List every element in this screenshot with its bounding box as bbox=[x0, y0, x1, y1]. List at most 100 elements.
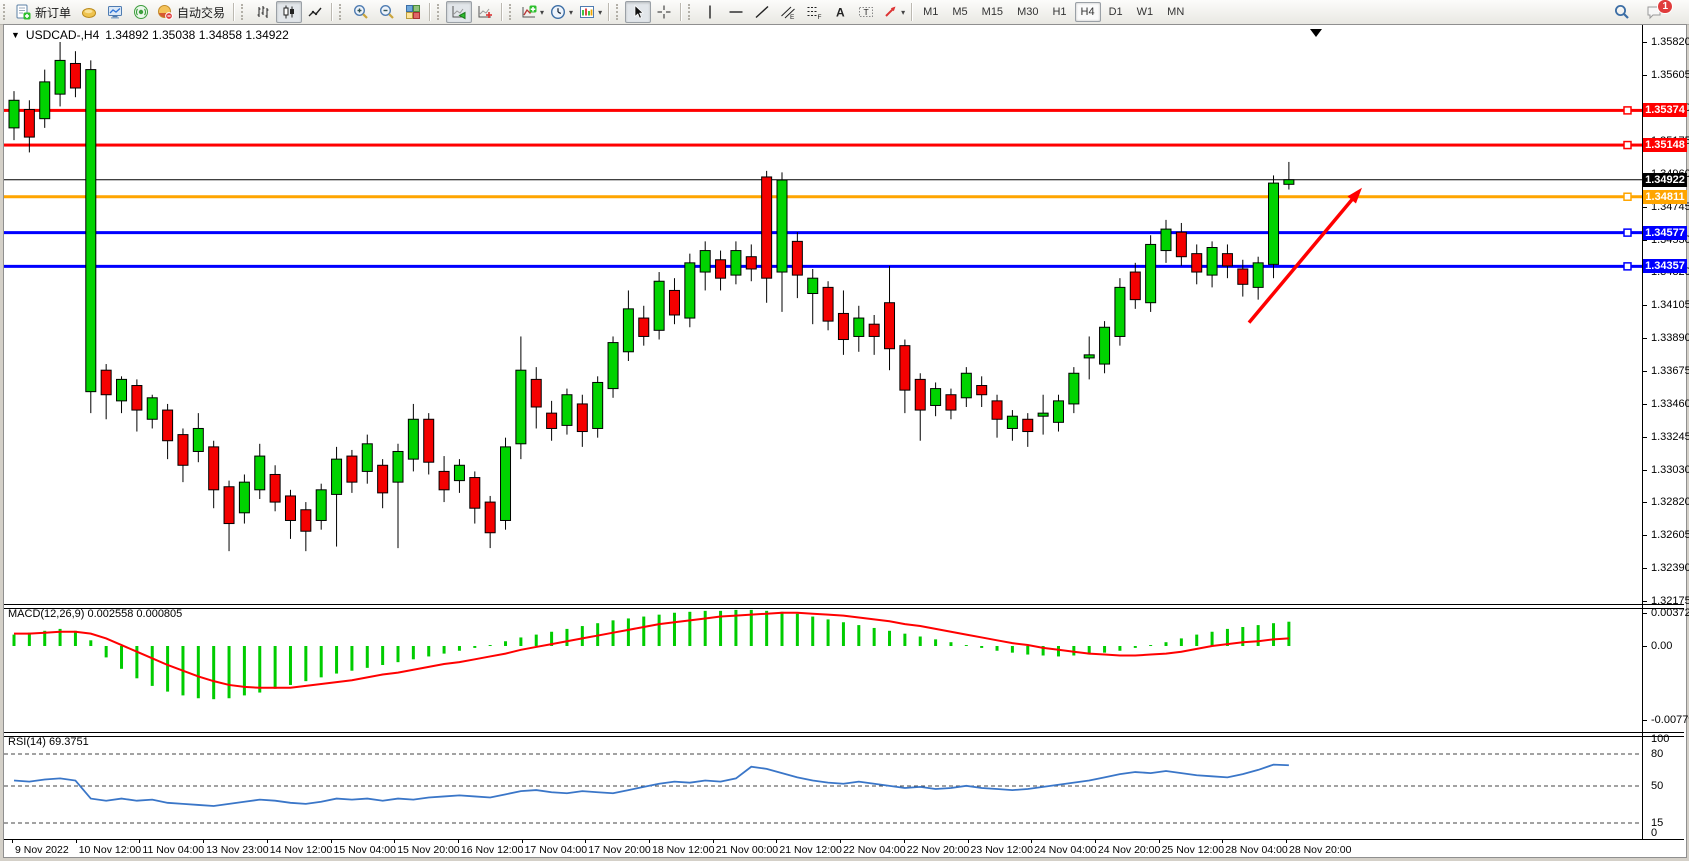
signals-button[interactable] bbox=[128, 1, 154, 23]
indicators-button[interactable]: ▾ bbox=[518, 1, 547, 23]
search-button[interactable] bbox=[1609, 1, 1635, 23]
candle bbox=[453, 459, 465, 493]
toolbar-grip[interactable] bbox=[688, 4, 693, 20]
hline-object-1.34811[interactable] bbox=[4, 195, 1642, 199]
hline-object-1.34357[interactable] bbox=[4, 264, 1642, 268]
chart-shift-marker-icon[interactable] bbox=[1310, 29, 1322, 37]
price-chart-pane[interactable]: ▼ USDCAD-,H4 1.34892 1.35038 1.34858 1.3… bbox=[4, 25, 1684, 604]
time-tick bbox=[903, 840, 905, 843]
price-tick bbox=[1642, 239, 1647, 241]
chevron-down-icon[interactable]: ▼ bbox=[11, 30, 20, 40]
new-order-button[interactable]: 新订单 bbox=[12, 1, 76, 23]
periods-button[interactable]: ▾ bbox=[547, 1, 576, 23]
terminal-button[interactable] bbox=[102, 1, 128, 23]
hline-handle[interactable] bbox=[1623, 192, 1632, 201]
rsi-indicator-pane[interactable]: RSI(14) 69.3751 bbox=[4, 735, 1684, 839]
hline-handle[interactable] bbox=[1623, 262, 1632, 271]
hline-handle[interactable] bbox=[1623, 228, 1632, 237]
text-label-button[interactable]: T bbox=[853, 1, 879, 23]
toolbar-separator bbox=[501, 3, 504, 21]
candle bbox=[1145, 235, 1157, 312]
toolbar-grip[interactable] bbox=[616, 4, 621, 20]
pane-separator[interactable] bbox=[4, 604, 1684, 609]
candle bbox=[622, 290, 634, 361]
price-tick-label: 1.33460 bbox=[1651, 397, 1689, 410]
price-tick bbox=[1642, 370, 1647, 372]
time-tick-label: 24 Nov 04:00 bbox=[1034, 844, 1097, 856]
fibonacci-button[interactable]: F bbox=[801, 1, 827, 23]
hline-handle[interactable] bbox=[1623, 106, 1632, 115]
trend-arrow-annotation[interactable] bbox=[1247, 187, 1362, 324]
price-tick bbox=[1642, 436, 1647, 438]
hline-handle[interactable] bbox=[1623, 140, 1632, 150]
toolbar-grip[interactable] bbox=[509, 4, 514, 20]
horizontal-line-button[interactable] bbox=[723, 1, 749, 23]
trend-icon bbox=[755, 5, 769, 19]
macd-bar bbox=[288, 646, 292, 685]
arrows-button[interactable]: ▾ bbox=[879, 1, 908, 23]
text-button[interactable]: A bbox=[827, 1, 853, 23]
ohlc-values: 1.34892 1.35038 1.34858 1.34922 bbox=[105, 28, 289, 42]
toolbar-grip[interactable] bbox=[339, 4, 344, 20]
candle bbox=[192, 413, 204, 463]
macd-bar bbox=[519, 637, 523, 646]
macd-bar bbox=[1087, 646, 1091, 655]
candle bbox=[1175, 222, 1187, 266]
hline-object-1.35148[interactable] bbox=[4, 143, 1642, 147]
chart-shift-button[interactable] bbox=[472, 1, 498, 23]
macd-indicator-pane[interactable]: MACD(12,26,9) 0.002558 0.000805 bbox=[4, 607, 1684, 732]
hline-object-1.35374[interactable] bbox=[4, 108, 1642, 112]
chat-button[interactable]: 1 bbox=[1643, 0, 1683, 23]
macd-bar bbox=[1210, 631, 1214, 646]
candle bbox=[1129, 262, 1141, 309]
timeframe-button-h1[interactable]: H1 bbox=[1052, 6, 1067, 18]
timeframe-button-d1[interactable]: D1 bbox=[1108, 6, 1123, 18]
timeframe-button-w1[interactable]: W1 bbox=[1136, 6, 1154, 18]
zoom-in-button[interactable] bbox=[348, 1, 374, 23]
time-tick bbox=[967, 840, 969, 843]
toolbar-grip[interactable] bbox=[241, 4, 246, 20]
bar-chart-button[interactable] bbox=[250, 1, 276, 23]
candle bbox=[1191, 244, 1203, 285]
timeframe-button-m5[interactable]: M5 bbox=[952, 6, 968, 18]
timeframe-button-m1[interactable]: M1 bbox=[923, 6, 939, 18]
pane-separator[interactable] bbox=[4, 732, 1684, 737]
zoom-out-button[interactable] bbox=[374, 1, 400, 23]
trendline-button[interactable] bbox=[749, 1, 775, 23]
auto-scroll-button[interactable] bbox=[446, 1, 473, 23]
templates-button[interactable]: ▾ bbox=[576, 1, 605, 23]
candlestick-chart-button[interactable] bbox=[276, 1, 303, 23]
new-order-button-label: 新订单 bbox=[35, 5, 72, 20]
rsi-canvas[interactable] bbox=[4, 735, 1684, 839]
vertical-line-button[interactable] bbox=[697, 1, 723, 23]
deposit-button[interactable] bbox=[76, 1, 102, 23]
macd-bar bbox=[1272, 623, 1276, 646]
line-chart-button[interactable] bbox=[302, 1, 328, 23]
cursor-button[interactable] bbox=[625, 1, 652, 23]
crosshair-button[interactable] bbox=[651, 1, 677, 23]
time-axis[interactable]: 9 Nov 2022 10 Nov 12:00 11 Nov 04:00 13 Nov… bbox=[4, 839, 1684, 857]
timeframe-button-mn[interactable]: MN bbox=[1167, 6, 1185, 18]
macd-bar bbox=[350, 646, 354, 671]
tile-windows-button[interactable] bbox=[400, 1, 426, 23]
candle bbox=[546, 400, 558, 441]
hline-object-1.34577[interactable] bbox=[4, 231, 1642, 235]
dropdown-arrow-icon: ▾ bbox=[540, 7, 545, 17]
macd-canvas[interactable] bbox=[4, 607, 1684, 732]
autoscroll-icon bbox=[452, 6, 466, 20]
toolbar-grip[interactable] bbox=[3, 4, 8, 20]
time-tick bbox=[585, 840, 587, 843]
candle bbox=[284, 489, 296, 539]
auto-trading-button[interactable]: 自动交易 bbox=[154, 1, 230, 23]
toolbar-grip[interactable] bbox=[437, 4, 442, 20]
timeframe-button-m30[interactable]: M30 bbox=[1017, 6, 1039, 18]
timeframe-button-h4[interactable]: H4 bbox=[1074, 2, 1101, 22]
macd-bar bbox=[1241, 627, 1245, 646]
candlestick-canvas[interactable] bbox=[4, 25, 1684, 604]
candle bbox=[1022, 413, 1034, 447]
candle bbox=[315, 483, 327, 530]
candle bbox=[699, 241, 711, 291]
dropdown-arrow-icon: ▾ bbox=[569, 7, 574, 17]
timeframe-button-m15[interactable]: M15 bbox=[981, 6, 1004, 18]
equidistant-channel-button[interactable]: E bbox=[775, 1, 801, 23]
